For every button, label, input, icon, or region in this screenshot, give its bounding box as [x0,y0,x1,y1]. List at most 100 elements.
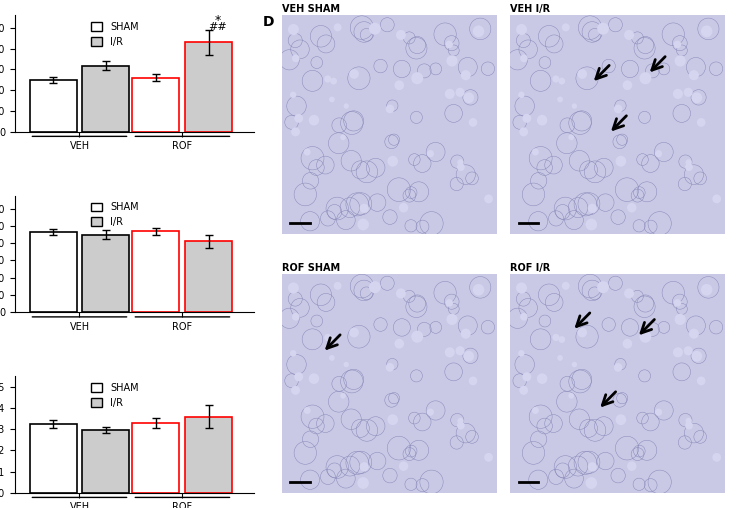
Circle shape [684,88,693,97]
Circle shape [692,92,702,103]
Bar [185,241,232,312]
Circle shape [537,373,548,384]
Circle shape [340,135,346,140]
Circle shape [684,346,693,356]
Circle shape [357,477,369,489]
Circle shape [334,282,342,290]
Circle shape [673,299,682,307]
Circle shape [386,363,394,372]
Text: D: D [263,15,275,29]
Circle shape [303,407,311,414]
Circle shape [572,103,577,109]
Circle shape [457,418,464,424]
Circle shape [616,156,626,167]
Circle shape [484,195,493,203]
Circle shape [673,41,682,48]
Circle shape [577,328,587,337]
Circle shape [360,462,369,471]
Circle shape [388,156,398,167]
Circle shape [614,105,622,113]
Bar [185,42,232,132]
Circle shape [399,203,408,212]
Circle shape [291,128,300,136]
Bar [82,430,130,493]
Circle shape [692,351,702,362]
Circle shape [673,89,683,99]
Circle shape [519,128,528,136]
Circle shape [562,23,570,31]
Circle shape [557,355,563,361]
Circle shape [701,284,713,296]
Circle shape [457,163,465,171]
Circle shape [369,23,381,35]
Circle shape [689,329,699,339]
Circle shape [673,347,683,358]
Circle shape [295,372,303,382]
Circle shape [557,97,563,103]
Circle shape [559,336,565,343]
Circle shape [394,339,404,348]
Circle shape [532,407,539,414]
Circle shape [713,453,721,462]
Circle shape [369,281,381,293]
Circle shape [445,89,455,99]
Circle shape [697,376,705,385]
Circle shape [689,70,699,80]
Circle shape [675,314,686,325]
Circle shape [427,150,434,157]
Circle shape [349,328,359,337]
Circle shape [461,70,471,80]
Circle shape [532,148,539,155]
Circle shape [309,373,319,384]
Circle shape [324,75,332,83]
Circle shape [334,23,342,31]
Circle shape [288,282,299,294]
Circle shape [522,114,531,123]
Circle shape [461,329,471,339]
Circle shape [445,41,453,48]
Circle shape [685,159,692,166]
Circle shape [324,334,332,341]
Circle shape [386,105,394,113]
Legend: SHAM, I/R: SHAM, I/R [87,379,143,411]
Circle shape [614,363,622,372]
Circle shape [456,88,465,97]
Circle shape [697,118,705,127]
Circle shape [518,350,525,357]
Circle shape [446,314,457,325]
Circle shape [597,23,609,35]
Circle shape [463,351,474,362]
Circle shape [568,393,574,399]
Bar [30,424,76,493]
Circle shape [291,386,300,395]
Circle shape [445,347,455,358]
Circle shape [484,453,493,462]
Circle shape [568,135,574,140]
Text: ##: ## [209,22,227,33]
Bar [132,423,180,493]
Circle shape [713,195,721,203]
Circle shape [411,331,423,343]
Circle shape [456,346,465,356]
Circle shape [585,218,597,231]
Circle shape [562,282,570,290]
Circle shape [701,25,713,37]
Bar [30,232,76,312]
Circle shape [288,24,299,35]
Circle shape [588,462,597,471]
Circle shape [639,72,651,84]
Circle shape [518,91,525,98]
Circle shape [290,350,296,357]
Circle shape [655,408,662,416]
Circle shape [622,80,632,90]
Circle shape [468,376,477,385]
Circle shape [520,54,528,62]
Bar [132,78,180,132]
Circle shape [357,218,369,231]
Circle shape [394,80,404,90]
Bar [82,235,130,312]
Circle shape [457,159,464,166]
Circle shape [360,204,369,213]
Circle shape [427,408,434,416]
Circle shape [349,69,359,79]
